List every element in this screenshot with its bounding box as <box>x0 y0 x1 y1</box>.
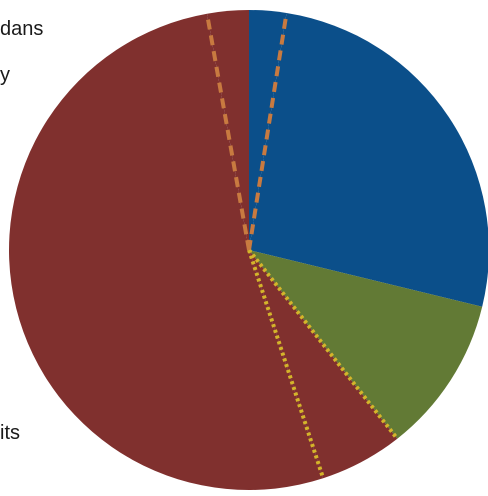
cut-off-label-its: its <box>0 422 20 444</box>
slice-separator-1 <box>247 248 399 440</box>
cut-off-label-dans: dans <box>0 18 44 40</box>
slice-separator-3 <box>205 13 251 251</box>
slice-separator-0 <box>247 12 289 251</box>
pie-slice-2 <box>249 250 483 439</box>
pie-slice-4 <box>9 13 324 490</box>
cut-off-label-y: y <box>0 64 10 86</box>
pie-slice-3 <box>249 250 398 479</box>
slice-separator-2 <box>247 249 326 479</box>
pie-slice-1 <box>249 12 488 307</box>
